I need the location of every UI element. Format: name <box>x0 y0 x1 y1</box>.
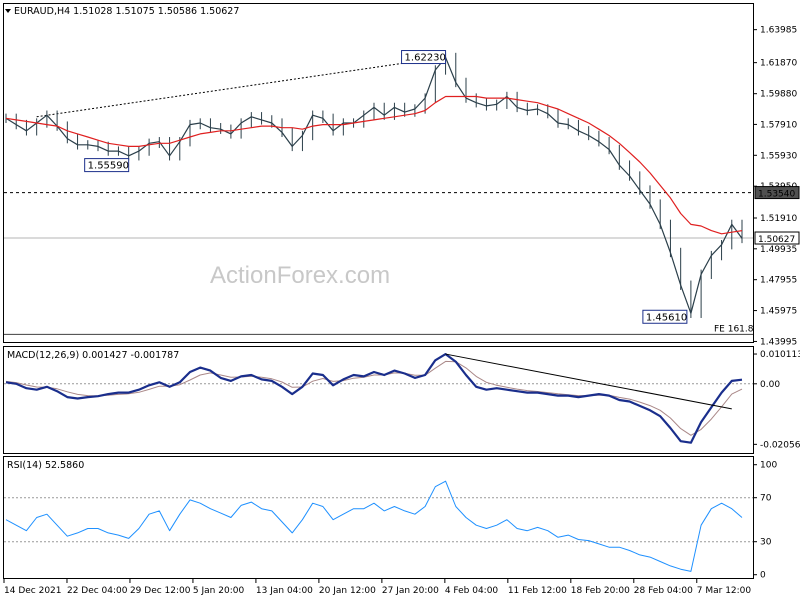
time-axis: 14 Dec 2021 22 Dec 04:00 29 Dec 12:00 5 Jan… <box>3 579 752 596</box>
time-axis-label: 28 Feb 04:00 <box>634 586 693 596</box>
price-axis-label: 1.57910 <box>760 120 797 130</box>
rsi-header: RSI(14) 52.5860 <box>7 460 84 471</box>
ma-line <box>5 95 743 235</box>
time-axis-label: 29 Dec 12:00 <box>130 586 191 596</box>
macd-line <box>5 353 743 444</box>
time-axis-label: 14 Dec 2021 <box>4 586 62 596</box>
watermark: ActionForex.com <box>210 262 390 289</box>
time-axis-label: 20 Jan 12:00 <box>319 586 376 596</box>
price-annotation-label: 1.62230 <box>405 53 446 64</box>
price-axis-label: 1.51910 <box>760 214 797 224</box>
time-axis-label: 7 Mar 12:00 <box>697 586 752 596</box>
price-axis-label: 1.43995 <box>760 337 797 347</box>
rsi-plot <box>4 480 753 572</box>
price-levels: FE 161.8 <box>4 192 754 335</box>
price-axis-label: 1.49935 <box>760 245 797 255</box>
price-annotation-label: 1.45610 <box>646 312 687 323</box>
rsi-axis-label: 100 <box>760 461 777 471</box>
time-axis-label: 27 Jan 20:00 <box>382 586 439 596</box>
rsi-axis-label: 70 <box>760 494 772 504</box>
fe-label: FE 161.8 <box>714 324 754 334</box>
macd-axis-label: 0.010113 <box>760 350 800 360</box>
price-trendline <box>36 56 446 118</box>
price-axis-badge-label: 1.50627 <box>758 235 795 245</box>
time-axis-label: 4 Feb 04:00 <box>445 586 499 596</box>
price-axis-label: 1.63985 <box>760 26 797 36</box>
price-panel-frame <box>3 3 754 343</box>
rsi-axis-label: 0 <box>760 571 766 581</box>
macd-signal-line <box>5 360 743 436</box>
price-axis-label: 1.55930 <box>760 151 797 161</box>
macd-trendline <box>445 353 732 410</box>
rsi-panel-frame <box>3 456 754 579</box>
macd-axis-label: 0.00 <box>760 380 780 390</box>
price-axis-label: 1.47955 <box>760 276 797 286</box>
price-axis-badge-label: 1.53540 <box>758 190 795 200</box>
macd-plot <box>4 353 753 444</box>
price-line <box>5 56 743 314</box>
main-header: EURAUD,H4 1.51028 1.51075 1.50586 1.5062… <box>14 6 239 17</box>
time-axis-label: 18 Feb 20:00 <box>571 586 630 596</box>
price-axis-label: 1.61870 <box>760 59 797 69</box>
time-axis-label: 13 Jan 04:00 <box>256 586 313 596</box>
price-axis-badge <box>754 231 800 245</box>
price-annotation-label: 1.55590 <box>88 161 129 172</box>
price-axis-badge <box>754 186 800 200</box>
rsi-line <box>5 480 743 572</box>
macd-header: MACD(12,26,9) 0.001427 -0.001787 <box>7 350 179 361</box>
macd-panel-frame <box>3 346 754 454</box>
price-annotation-box <box>642 309 688 324</box>
price-annotation-box <box>84 158 130 173</box>
time-axis-label: 5 Jan 20:00 <box>193 586 245 596</box>
time-axis-label: 22 Dec 04:00 <box>67 586 128 596</box>
dropdown-arrow-icon[interactable] <box>5 9 11 13</box>
rsi-axis-label: 30 <box>760 538 772 548</box>
price-plot: 1.62230 1.55590 1.45610 <box>5 50 743 324</box>
price-axis-label: 1.59880 <box>760 90 797 100</box>
price-annotation-box <box>401 50 447 65</box>
rsi-axis: 100 70 30 0 <box>753 461 777 581</box>
price-axis-label: 1.45975 <box>760 307 797 317</box>
price-axis: 1.639851.618701.598801.579101.559301.539… <box>753 26 800 347</box>
time-axis-label: 11 Feb 12:00 <box>508 586 567 596</box>
